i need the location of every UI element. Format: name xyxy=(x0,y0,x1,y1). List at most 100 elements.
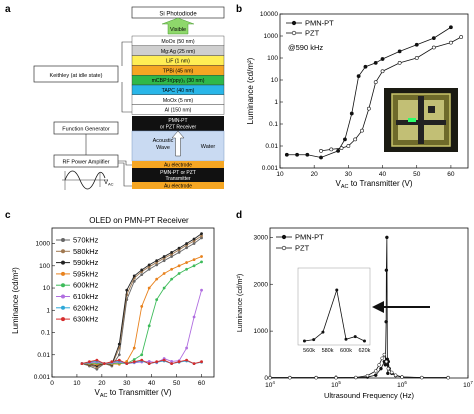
point-630kHz xyxy=(87,360,91,364)
point-pmn-pt xyxy=(385,235,389,240)
point-pzt xyxy=(377,363,381,367)
point-pzt xyxy=(334,376,338,380)
au-electrode-bottom-label: Au electrode xyxy=(164,184,192,190)
device-photo-emission xyxy=(408,118,416,122)
point-595kHz xyxy=(192,258,196,261)
point-630kHz xyxy=(132,360,136,364)
keithley-wire-top xyxy=(121,41,132,66)
point-630kHz xyxy=(155,360,159,364)
au-electrode-bottom xyxy=(132,182,224,189)
point-590kHz xyxy=(162,255,166,258)
point-pmn-pt xyxy=(431,36,436,41)
amp-wire-top xyxy=(118,160,132,166)
point-pzt xyxy=(353,137,358,142)
point-pmn-pt xyxy=(336,148,341,153)
panel-label-a: a xyxy=(5,4,11,15)
point-590kHz xyxy=(155,259,159,263)
receiver-block xyxy=(132,116,224,131)
point-pmn-pt xyxy=(373,60,378,65)
y-tick-label: 1000 xyxy=(264,33,279,40)
inset-point xyxy=(335,288,339,292)
inset-point xyxy=(353,335,357,339)
point-590kHz xyxy=(200,232,203,236)
point-570kHz xyxy=(177,250,181,254)
point-pmn-pt xyxy=(319,155,323,160)
x-tick-label: 10 xyxy=(276,171,284,178)
point-600kHz xyxy=(132,358,136,361)
legend-label-pzt: PZT xyxy=(295,244,310,253)
series-line-600kHz xyxy=(81,261,202,365)
device-photo-pad xyxy=(428,106,435,113)
point-pmn-pt xyxy=(305,152,310,157)
plot-frame xyxy=(279,13,469,169)
point-pzt xyxy=(420,375,424,380)
point-630kHz xyxy=(95,358,99,362)
y-tick-label: 0.001 xyxy=(262,165,279,172)
y-tick-label: 1000 xyxy=(36,241,51,248)
x-tick-label: 106 xyxy=(397,380,407,389)
point-595kHz xyxy=(140,304,144,308)
y-tick-label: 10000 xyxy=(260,11,278,18)
y-tick-label: 0.1 xyxy=(269,121,278,128)
series-line-570kHz xyxy=(81,237,202,370)
series-line-610kHz xyxy=(81,290,202,365)
inset-x-tick-label: 600k xyxy=(340,348,352,354)
layer-label-6: MoOx (5 nm) xyxy=(163,98,194,104)
x-axis-label: VAC to Transmitter (V) xyxy=(336,179,413,190)
legend-marker xyxy=(61,249,65,254)
legend-marker xyxy=(61,260,65,265)
point-600kHz xyxy=(147,324,151,328)
plot-frame xyxy=(51,227,215,378)
point-pmn-pt xyxy=(384,268,389,272)
point-610kHz xyxy=(170,360,174,363)
legend-marker xyxy=(291,20,297,26)
y-tick-label: 10 xyxy=(43,285,51,292)
point-600kHz xyxy=(200,260,203,264)
inset-arrow-head xyxy=(372,301,384,313)
acoustic-wave-line2: Wave xyxy=(156,145,170,151)
chart-b-luminance-vs-voltage: 10 20 30 40 50 60 0.001 0.01 0.1 1 10 100 1000 10000 L… xyxy=(246,11,469,190)
x-tick-label: 30 xyxy=(123,380,131,387)
point-610kHz xyxy=(185,346,188,350)
x-tick-label: 104 xyxy=(265,380,275,389)
point-595kHz xyxy=(177,264,181,268)
legend-label-600kHz: 600kHz xyxy=(73,281,99,290)
inset-point xyxy=(312,338,316,342)
point-595kHz xyxy=(185,261,188,264)
point-580kHz xyxy=(192,239,196,243)
series-line-pzt xyxy=(270,353,449,379)
x-tick-label: 107 xyxy=(463,380,473,389)
x-tick-label: 40 xyxy=(379,171,387,178)
point-630kHz xyxy=(162,358,166,362)
x-tick-base: 10 xyxy=(397,382,405,389)
acoustic-wave-line1: Acoustic xyxy=(153,138,174,144)
y-tick-label: 0.01 xyxy=(265,143,278,150)
point-570kHz xyxy=(95,367,99,371)
point-570kHz xyxy=(117,353,121,357)
inset-x-tick-label: 580k xyxy=(322,348,334,354)
x-tick-exp: 7 xyxy=(470,380,473,385)
x-tick-label: 50 xyxy=(173,380,181,387)
point-pmn-pt xyxy=(386,371,390,376)
y-tick-label: 1 xyxy=(46,307,50,314)
x-tick-label: 10 xyxy=(73,380,81,387)
point-pzt xyxy=(366,106,371,111)
point-pzt xyxy=(449,40,453,45)
point-pzt xyxy=(414,56,419,60)
point-595kHz xyxy=(125,360,129,363)
y-tick-label: 1000 xyxy=(254,328,269,335)
point-pzt xyxy=(446,376,450,380)
x-axis-label: VAC to Transmitter (V) xyxy=(95,388,172,399)
receiver-label-line2: or PZT Receiver xyxy=(160,125,197,131)
point-pzt xyxy=(268,376,272,380)
point-590kHz xyxy=(170,250,174,254)
point-pmn-pt xyxy=(284,152,289,157)
point-pzt xyxy=(339,146,344,151)
y-tick-label: 0.01 xyxy=(37,352,50,359)
point-pmn-pt xyxy=(380,57,385,61)
y-tick-label: 1 xyxy=(274,99,278,106)
x-tick-label: 50 xyxy=(413,171,421,178)
point-570kHz xyxy=(185,246,188,250)
point-595kHz xyxy=(147,286,151,290)
point-630kHz xyxy=(125,362,129,366)
